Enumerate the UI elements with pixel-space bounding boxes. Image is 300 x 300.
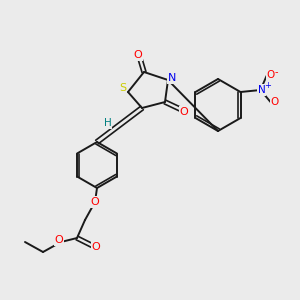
Text: O: O xyxy=(270,97,279,107)
Text: N: N xyxy=(168,73,176,83)
Text: O: O xyxy=(55,235,63,245)
Text: H: H xyxy=(103,118,111,128)
Text: O: O xyxy=(180,107,188,117)
Text: N: N xyxy=(258,85,266,95)
Text: O: O xyxy=(134,50,142,60)
Text: +: + xyxy=(264,80,271,89)
Text: S: S xyxy=(119,83,127,93)
Text: -: - xyxy=(275,67,278,77)
Text: O: O xyxy=(266,70,274,80)
Text: O: O xyxy=(91,197,99,207)
Text: O: O xyxy=(92,242,100,252)
